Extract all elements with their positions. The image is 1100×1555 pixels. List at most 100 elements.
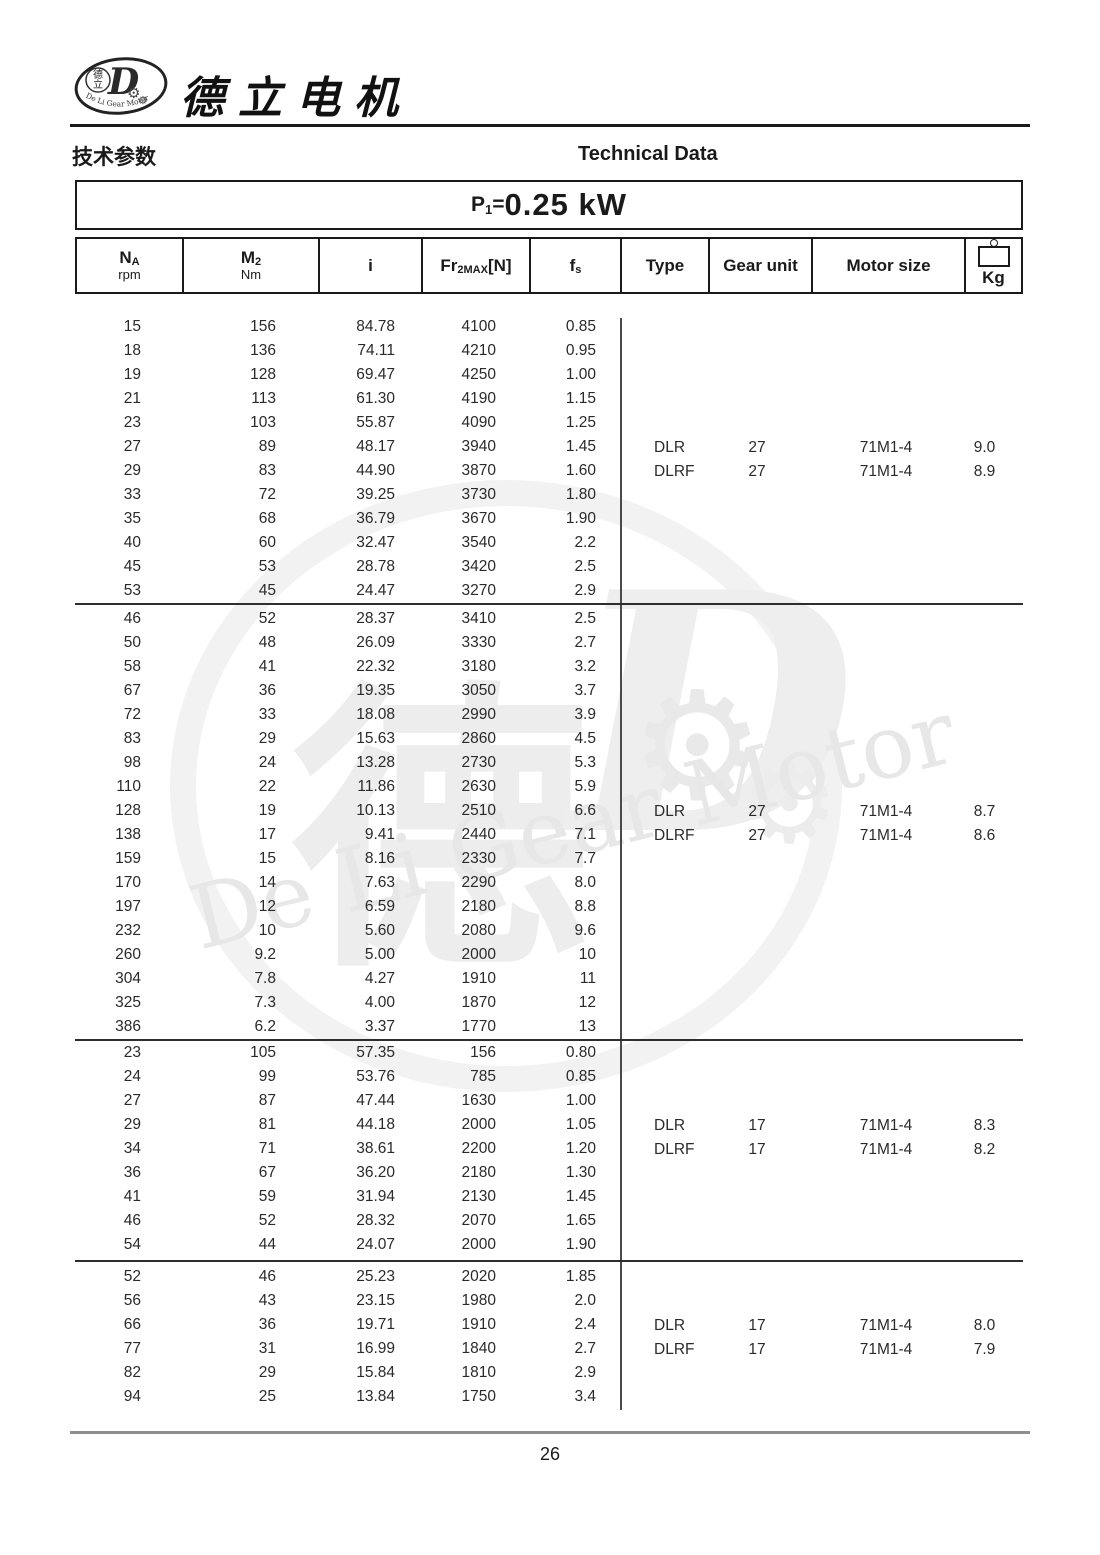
cell-gear-unit: 27 [748, 463, 766, 480]
table-row: 232 10 5.60 2080 9.6 [75, 919, 1023, 943]
cell-fs: 1.90 [565, 1236, 596, 1253]
cell-na: 29 [123, 462, 141, 479]
cell-fr2max: 4250 [461, 366, 496, 383]
cell-na: 27 [123, 1092, 141, 1109]
cell-m2: 25 [258, 1388, 276, 1405]
cell-fr2max: 2000 [461, 946, 496, 963]
cell-fr2max: 3670 [461, 510, 496, 527]
table-row: 23 105 57.35 156 0.80 [75, 1041, 1023, 1065]
cell-m2: 9.2 [254, 946, 276, 963]
table-row: 29 81 44.18 2000 1.05 [75, 1113, 1023, 1137]
cell-fs: 1.45 [565, 438, 596, 455]
cell-fs: 0.95 [565, 342, 596, 359]
cell-m2: 68 [258, 510, 276, 527]
cell-fs: 3.4 [574, 1388, 596, 1405]
table-row: 77 31 16.99 1840 2.7 [75, 1337, 1023, 1361]
table-row: 110 22 11.86 2630 5.9 [75, 775, 1023, 799]
table-block: 15 156 84.78 4100 0.85 18 136 74.11 4210 0.95 19 12… [75, 310, 1023, 605]
cell-fs: 2.9 [574, 1364, 596, 1381]
table-row: 386 6.2 3.37 1770 13 [75, 1015, 1023, 1039]
cell-fr2max: 2130 [461, 1188, 496, 1205]
page-number: 26 [539, 1444, 561, 1464]
table-row: 27 87 47.44 1630 1.00 [75, 1089, 1023, 1113]
cell-i: 7.63 [364, 874, 395, 891]
cell-m2: 52 [258, 1212, 276, 1229]
column-header: Gear unit [710, 239, 813, 292]
table-row: 170 14 7.63 2290 8.0 [75, 871, 1023, 895]
cell-fs: 9.6 [574, 922, 596, 939]
cell-gear-unit: 17 [748, 1117, 766, 1134]
cell-m2: 45 [258, 582, 276, 599]
svg-text:立: 立 [93, 78, 103, 91]
table-block: 46 52 28.37 3410 2.5 50 48 26.09 3330 2.7 58 41 22.3… [75, 605, 1023, 1041]
cell-fs: 8.0 [574, 874, 596, 891]
cell-i: 48.17 [356, 438, 395, 455]
cell-fr2max: 1910 [461, 970, 496, 987]
cell-m2: 29 [258, 730, 276, 747]
cell-fs: 1.00 [565, 1092, 596, 1109]
cell-na: 110 [116, 778, 141, 795]
logo-gear-icon: ⚙ [138, 95, 148, 107]
cell-motor-size: 71M1-4 [859, 803, 913, 820]
cell-na: 46 [123, 1212, 141, 1229]
cell-na: 18 [123, 342, 141, 359]
cell-na: 54 [123, 1236, 141, 1253]
type-info-row: DLRF 27 71M1-4 8.9 [622, 459, 1023, 484]
table-row: 24 99 53.76 785 0.85 [75, 1065, 1023, 1089]
cell-m2: 36 [258, 682, 276, 699]
cell-na: 40 [123, 534, 141, 551]
type-info-row: DLR 27 71M1-4 8.7 [622, 799, 1023, 824]
cell-fs: 3.7 [574, 682, 596, 699]
cell-na: 19 [123, 366, 141, 383]
svg-text:德: 德 [93, 68, 103, 81]
cell-type: DLRF [654, 463, 695, 480]
cell-na: 170 [115, 874, 141, 891]
table-vertical-divider [620, 318, 622, 1410]
cell-i: 25.23 [356, 1268, 395, 1285]
table-row: 41 59 31.94 2130 1.45 [75, 1185, 1023, 1209]
cell-m2: 44 [258, 1236, 276, 1253]
cell-m2: 59 [258, 1188, 276, 1205]
cell-na: 52 [123, 1268, 141, 1285]
table-row: 98 24 13.28 2730 5.3 [75, 751, 1023, 775]
cell-i: 10.13 [356, 802, 395, 819]
cell-fr2max: 2070 [461, 1212, 496, 1229]
cell-fr2max: 3410 [461, 610, 496, 627]
cell-i: 15.63 [356, 730, 395, 747]
cell-na: 27 [123, 438, 141, 455]
table-row: 21 113 61.30 4190 1.15 [75, 387, 1023, 411]
table-row: 50 48 26.09 3330 2.7 [75, 631, 1023, 655]
table-row: 29 83 44.90 3870 1.60 [75, 459, 1023, 483]
table-row: 53 45 24.47 3270 2.9 [75, 579, 1023, 603]
cell-na: 34 [123, 1140, 141, 1157]
type-info-row: DLRF 27 71M1-4 8.6 [622, 823, 1023, 848]
cell-i: 24.07 [356, 1236, 395, 1253]
cell-fs: 2.9 [574, 582, 596, 599]
table-row: 56 43 23.15 1980 2.0 [75, 1289, 1023, 1313]
cell-i: 53.76 [356, 1068, 395, 1085]
spacer [787, 1313, 826, 1338]
type-info-row: DLR 17 71M1-4 8.0 [622, 1313, 1023, 1338]
cell-fr2max: 2290 [461, 874, 496, 891]
header-divider [70, 124, 1030, 127]
cell-fs: 2.4 [574, 1316, 596, 1333]
cell-fr2max: 1630 [461, 1092, 496, 1109]
table-row: 40 60 32.47 3540 2.2 [75, 531, 1023, 555]
cell-m2: 15 [258, 850, 276, 867]
cell-fs: 11 [579, 970, 596, 987]
cell-i: 74.11 [357, 342, 395, 359]
cell-na: 77 [123, 1340, 141, 1357]
table-row: 18 136 74.11 4210 0.95 [75, 339, 1023, 363]
table-row: 128 19 10.13 2510 6.6 [75, 799, 1023, 823]
cell-m2: 17 [258, 826, 276, 843]
cell-fr2max: 156 [470, 1044, 496, 1061]
cell-fs: 3.2 [574, 658, 596, 675]
type-info-row: DLRF 17 71M1-4 8.2 [622, 1137, 1023, 1162]
cell-fs: 10 [578, 946, 596, 963]
table-row: 304 7.8 4.27 1910 11 [75, 967, 1023, 991]
cell-m2: 136 [250, 342, 276, 359]
cell-fr2max: 3730 [461, 486, 496, 503]
cell-na: 53 [123, 582, 141, 599]
cell-weight: 8.3 [973, 1117, 996, 1134]
